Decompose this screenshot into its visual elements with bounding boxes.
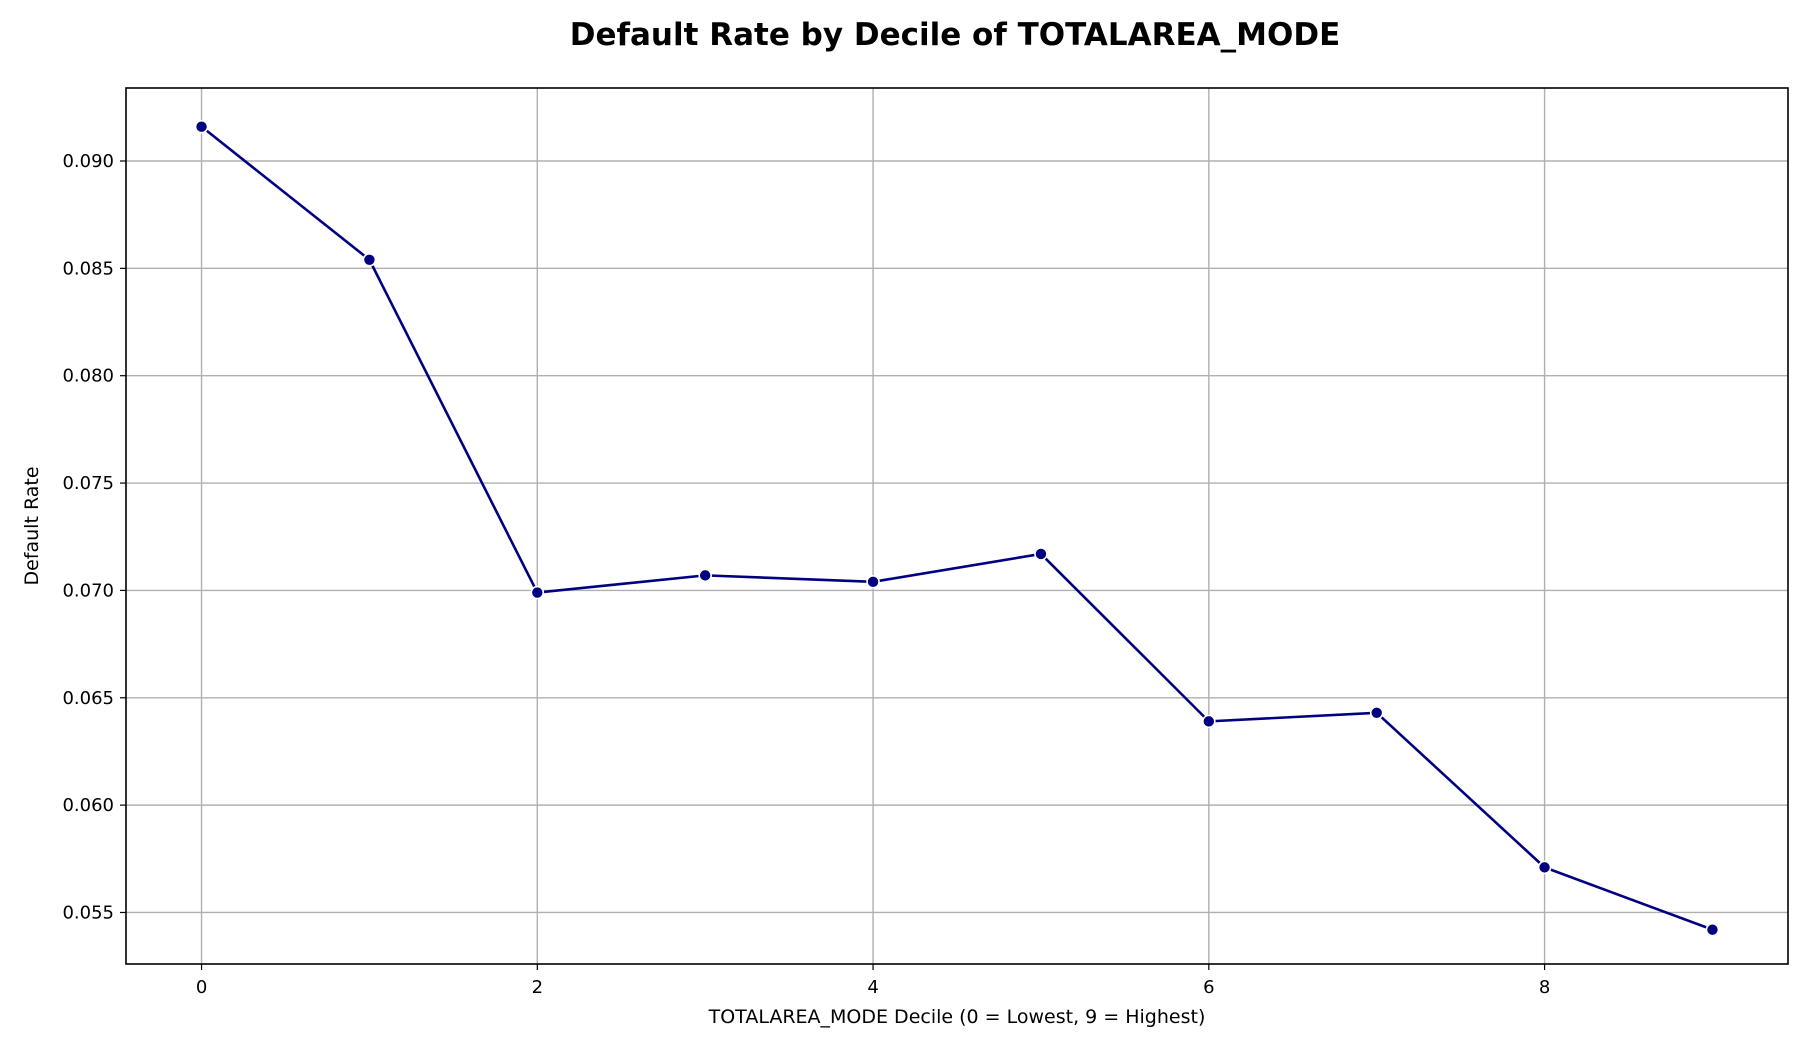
data-point[interactable] (698, 568, 712, 583)
data-point[interactable] (530, 585, 545, 600)
y-tick-label: 0.075 (62, 473, 114, 494)
x-tick-label: 2 (532, 977, 543, 998)
y-tick-label: 0.085 (62, 258, 114, 279)
y-axis-ticks: 0.055 0.060 0.065 0.070 0.075 0.080 0.085 0.090 (62, 151, 126, 923)
data-point[interactable] (1202, 714, 1216, 729)
grid (126, 88, 1788, 964)
data-point[interactable] (194, 119, 209, 134)
y-tick-label: 0.090 (62, 151, 114, 172)
data-point[interactable] (1705, 922, 1720, 937)
x-tick-label: 6 (1203, 977, 1214, 998)
data-point[interactable] (1369, 705, 1384, 720)
x-tick-label: 4 (867, 977, 878, 998)
x-tick-label: 0 (196, 977, 207, 998)
y-tick-label: 0.065 (62, 688, 114, 709)
x-tick-label: 8 (1539, 977, 1550, 998)
data-point[interactable] (866, 575, 880, 589)
y-tick-label: 0.060 (62, 795, 114, 816)
x-axis-ticks: 0 2 4 6 8 (196, 964, 1550, 998)
data-point[interactable] (1034, 547, 1048, 561)
y-tick-label: 0.080 (62, 366, 114, 387)
y-axis-label: Default Rate (21, 466, 43, 585)
plot-frame (125, 87, 1789, 965)
y-tick-label: 0.055 (62, 902, 114, 923)
series-markers (194, 119, 1720, 937)
series-line-layer (200, 125, 1713, 931)
data-point[interactable] (362, 252, 377, 267)
y-tick-label: 0.070 (62, 580, 114, 601)
series-line (200, 125, 1713, 931)
data-point[interactable] (1537, 860, 1552, 875)
chart-title: Default Rate by Decile of TOTALAREA_MODE (570, 17, 1341, 53)
x-axis-label: TOTALAREA_MODE Decile (0 = Lowest, 9 = H… (708, 1006, 1206, 1028)
